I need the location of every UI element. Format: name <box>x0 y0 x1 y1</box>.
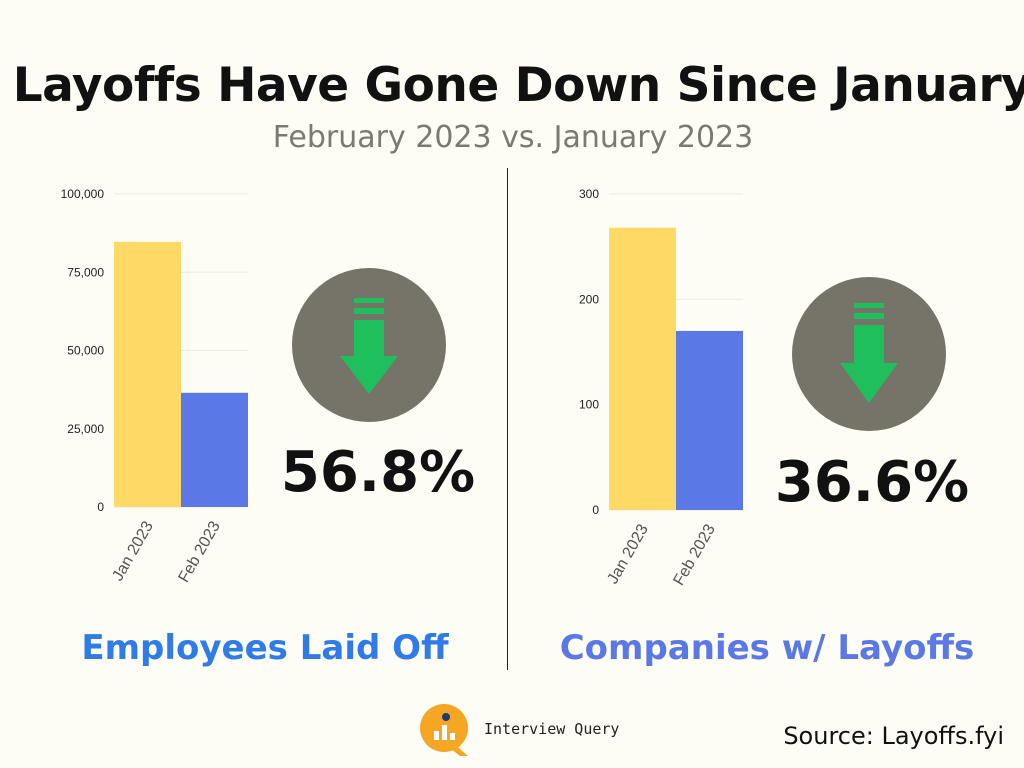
down-arrow-icon <box>292 268 446 422</box>
bar-feb-2023 <box>181 392 248 507</box>
caption-employees-laid-off: Employees Laid Off <box>81 628 449 668</box>
interview-query-logo-icon <box>420 704 468 756</box>
percent-decrease-companies: 36.6% <box>774 450 970 515</box>
y-tick-label: 100,000 <box>61 187 105 201</box>
caption-companies-with-layoffs: Companies w/ Layoffs <box>559 628 975 668</box>
x-tick-label: Feb 2023 <box>670 521 719 588</box>
percent-decrease-employees: 56.8% <box>280 440 476 505</box>
y-tick-label: 0 <box>592 503 599 517</box>
bar-jan-2023 <box>609 227 676 510</box>
page-subtitle: February 2023 vs. January 2023 <box>272 120 754 155</box>
x-tick-label: Jan 2023 <box>604 521 652 587</box>
y-tick-label: 200 <box>579 292 599 306</box>
panel-divider <box>507 168 508 670</box>
brand-name: Interview Query <box>484 720 620 738</box>
y-tick-label: 50,000 <box>67 344 104 358</box>
bar-jan-2023 <box>114 241 181 507</box>
source-note: Source: Layoffs.fyi <box>783 722 1004 750</box>
y-tick-label: 25,000 <box>67 422 104 436</box>
y-tick-label: 300 <box>579 187 599 201</box>
page-title: Layoffs Have Gone Down Since January <box>12 58 1024 113</box>
y-tick-label: 0 <box>97 500 104 514</box>
bar-feb-2023 <box>676 330 743 510</box>
y-tick-label: 100 <box>579 398 599 412</box>
y-tick-label: 75,000 <box>67 265 104 279</box>
down-arrow-icon <box>792 277 946 431</box>
